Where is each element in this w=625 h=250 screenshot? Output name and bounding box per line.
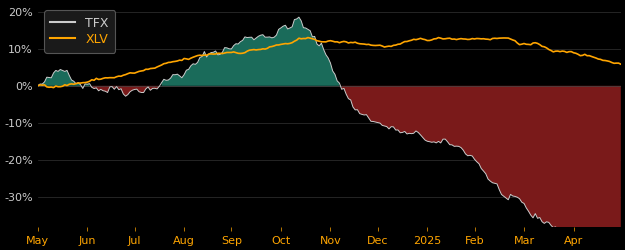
Legend: TFX, XLV: TFX, XLV — [44, 10, 115, 53]
